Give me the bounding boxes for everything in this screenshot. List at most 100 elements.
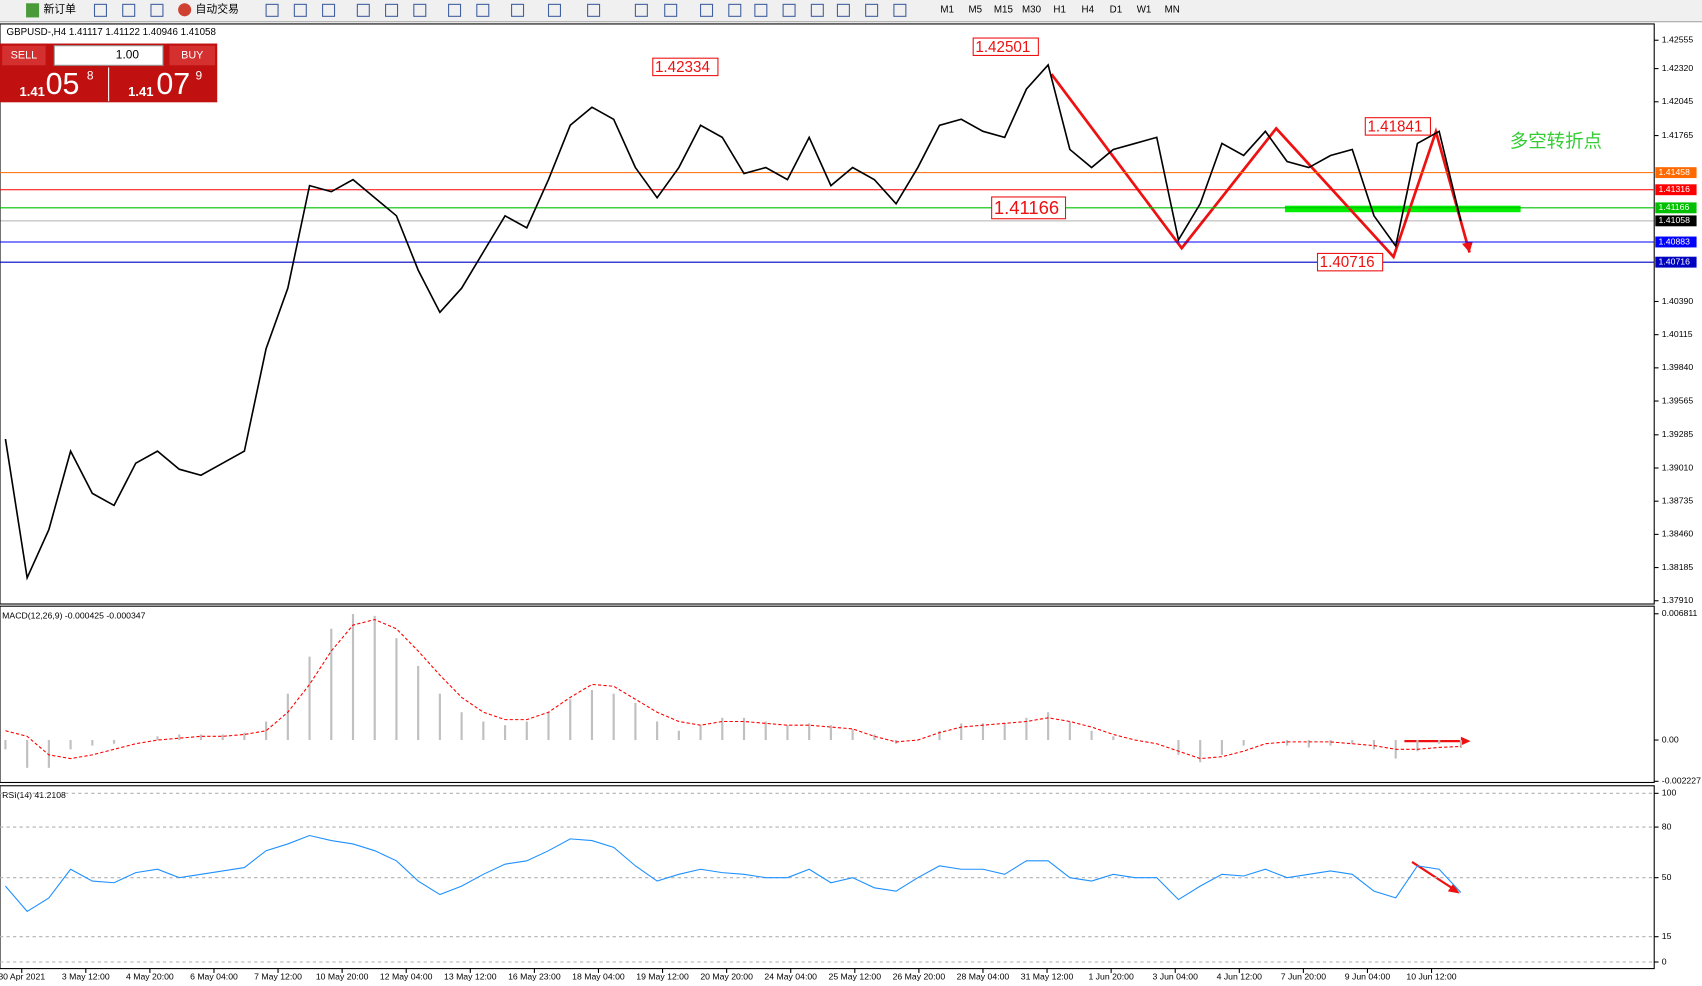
price-annotation: 1.40716 (1320, 254, 1375, 271)
timeframe-button[interactable]: D1 (1110, 4, 1122, 15)
x-tick-label: 7 May 12:00 (254, 972, 302, 982)
tool-icon[interactable] (356, 3, 370, 17)
macd-title: MACD(12,26,9) -0.000425 -0.000347 (2, 610, 145, 620)
timeframe-button[interactable]: MN (1165, 4, 1180, 15)
price-annotation-box (1316, 252, 1384, 272)
x-tick-label: 20 May 20:00 (700, 972, 753, 982)
tool-icon[interactable] (836, 3, 850, 17)
y-tick-label: 1.37910 (1662, 595, 1694, 605)
price-annotation: 1.42334 (655, 59, 710, 76)
buy-price-main: 07 (156, 67, 190, 101)
tool-icon[interactable] (893, 3, 907, 17)
timeframe-button[interactable]: M15 (994, 4, 1014, 15)
price-tag-label: 1.40716 (1659, 256, 1691, 266)
new-order-button[interactable]: 新订单 (43, 2, 76, 16)
timeframe-button[interactable]: M30 (1022, 4, 1042, 15)
tool-icon[interactable] (511, 3, 525, 17)
price-line (4, 63, 1462, 581)
x-tick-label: 10 Jun 12:00 (1406, 972, 1456, 982)
price-annotation-box (652, 57, 719, 77)
x-tick-label: 4 May 20:00 (126, 972, 174, 982)
trade-panel: SELL 1.00 BUY 1.41 05 8 1.41 07 9 (0, 43, 218, 103)
new-order-icon[interactable] (26, 3, 40, 18)
tool-icon[interactable] (634, 3, 648, 17)
buy-button[interactable] (169, 45, 216, 66)
auto-trade-button[interactable]: 自动交易 (196, 2, 239, 16)
tool-icon[interactable] (413, 3, 427, 17)
y-tick-label: 1.39840 (1662, 362, 1694, 372)
tool-icon[interactable] (385, 3, 399, 17)
tool-icon[interactable] (865, 3, 879, 17)
tool-icon[interactable] (810, 3, 824, 17)
x-tick-label: 10 May 20:00 (316, 972, 369, 982)
price-annotation: 1.41166 (994, 197, 1059, 218)
tool-icon[interactable] (322, 3, 336, 17)
x-tick-label: 6 May 04:00 (190, 972, 238, 982)
tool-icon[interactable] (664, 3, 678, 17)
price-tag (1655, 167, 1697, 179)
price-tag-label: 1.41166 (1659, 202, 1690, 212)
tool-icon[interactable] (448, 3, 462, 17)
price-tag (1655, 184, 1697, 196)
y-tick-label: 1.39010 (1662, 462, 1694, 472)
x-tick-label: 12 May 04:00 (380, 972, 433, 982)
symbol-info: GBPUSD-,H4 1.41117 1.41122 1.40946 1.410… (7, 27, 216, 38)
macd-signal (5, 618, 1461, 760)
zigzag-arrows (1050, 73, 1471, 260)
sell-label[interactable]: SELL (11, 49, 38, 61)
x-tick-label: 24 May 04:00 (764, 972, 817, 982)
price-tag (1655, 202, 1697, 214)
y-tick-label: 15 (1662, 931, 1672, 941)
tool-icon[interactable] (265, 3, 279, 17)
tool-icon[interactable] (782, 3, 796, 17)
timeframe-bar: M1 M5 M15 M30 H1 H4 D1 W1 MN (940, 4, 1179, 15)
auto-trade-icon[interactable] (178, 3, 192, 17)
price-annotation: 1.42501 (975, 39, 1030, 56)
rsi-line (5, 834, 1462, 913)
lot-input[interactable] (53, 45, 164, 66)
timeframe-button[interactable]: H1 (1053, 4, 1065, 15)
y-tick-label: 1.38460 (1662, 529, 1694, 539)
x-tick-label: 1 Jun 20:00 (1088, 972, 1134, 982)
price-tag-label: 1.40883 (1659, 236, 1691, 246)
y-tick-label: 80 (1662, 821, 1672, 831)
x-tick-label: 9 Jun 04:00 (1345, 972, 1391, 982)
y-tick-label: -0.002227 (1662, 776, 1701, 786)
price-tag-label: 1.41316 (1659, 184, 1691, 194)
y-tick-label: 1.38735 (1662, 495, 1694, 505)
tool-icon[interactable] (476, 3, 490, 17)
toolbar (0, 0, 1702, 22)
timeframe-button[interactable]: H4 (1082, 4, 1095, 15)
rsi-title: RSI(14) 41.2108 (2, 790, 66, 800)
timeframe-button[interactable]: W1 (1137, 4, 1152, 15)
x-tick-label: 30 Apr 2021 (0, 972, 45, 982)
x-tick-label: 3 Jun 04:00 (1153, 972, 1199, 982)
buy-label[interactable]: BUY (181, 49, 203, 61)
y-tick-label: 1.40390 (1662, 296, 1694, 306)
tool-icons (93, 3, 907, 17)
y-tick-label: 0.006811 (1662, 608, 1698, 618)
sell-button[interactable] (2, 45, 46, 66)
price-tag-label: 1.41458 (1659, 167, 1691, 177)
price-annotation-box (991, 196, 1067, 220)
x-tick-label: 19 May 12:00 (636, 972, 689, 982)
macd-panel (0, 605, 1655, 784)
x-tick-label: 16 May 23:00 (508, 972, 561, 982)
main-panel (0, 23, 1655, 605)
lot-value[interactable]: 1.00 (116, 48, 140, 62)
y-tick-label: 1.39565 (1662, 395, 1694, 405)
tool-icon[interactable] (547, 3, 561, 17)
price-annotation-box (972, 37, 1039, 56)
tool-icon[interactable] (754, 3, 768, 17)
tool-icon[interactable] (587, 3, 601, 17)
tool-icon[interactable] (93, 3, 107, 17)
rsi-arrow-head (1447, 883, 1460, 894)
tool-icon[interactable] (728, 3, 742, 17)
tool-icon[interactable] (122, 3, 136, 17)
y-tick-label: 100 (1662, 788, 1677, 798)
tool-icon[interactable] (293, 3, 307, 17)
tool-icon[interactable] (150, 3, 164, 17)
timeframe-button[interactable]: M1 (940, 4, 954, 15)
timeframe-button[interactable]: M5 (968, 4, 982, 15)
tool-icon[interactable] (700, 3, 714, 17)
